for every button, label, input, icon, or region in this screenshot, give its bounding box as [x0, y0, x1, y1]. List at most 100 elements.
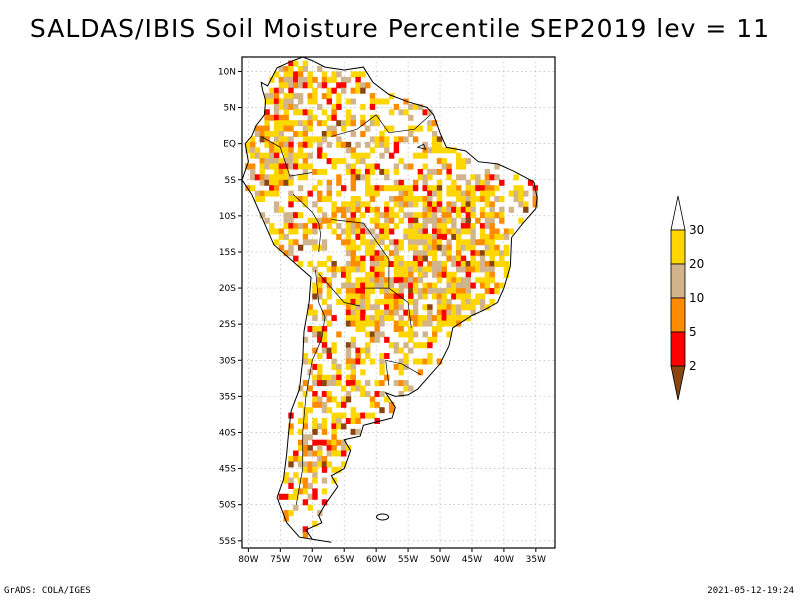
moisture-cell	[369, 228, 376, 235]
moisture-cell	[259, 136, 265, 143]
moisture-cell	[388, 315, 395, 322]
moisture-cell	[494, 233, 500, 240]
moisture-cell	[451, 293, 457, 300]
moisture-cell	[432, 147, 438, 154]
moisture-cell	[403, 228, 409, 235]
moisture-cell	[345, 282, 352, 289]
moisture-cell	[312, 87, 318, 94]
moisture-cell	[422, 304, 428, 311]
moisture-cell	[456, 190, 462, 197]
moisture-cell	[312, 488, 318, 495]
moisture-cell	[432, 239, 438, 246]
moisture-cell	[312, 493, 318, 500]
moisture-cell	[374, 320, 380, 327]
moisture-cell	[341, 266, 347, 273]
moisture-cell	[441, 147, 447, 154]
moisture-cell	[393, 239, 400, 246]
moisture-cell	[288, 136, 294, 143]
moisture-cell	[345, 223, 352, 230]
moisture-cell	[288, 223, 294, 230]
moisture-cell	[412, 342, 419, 349]
moisture-cell	[408, 114, 414, 121]
moisture-cell	[417, 228, 424, 235]
moisture-cell	[384, 136, 390, 143]
moisture-cell	[475, 250, 481, 257]
moisture-cell	[384, 288, 390, 295]
moisture-cell	[278, 233, 285, 240]
moisture-cell	[326, 141, 332, 148]
moisture-cell	[403, 331, 409, 338]
moisture-cell	[355, 244, 361, 251]
moisture-cell	[355, 282, 361, 289]
moisture-cell	[350, 358, 356, 365]
moisture-cell	[355, 223, 361, 230]
moisture-cell	[432, 131, 438, 137]
moisture-cell	[484, 250, 491, 257]
moisture-cell	[302, 418, 309, 424]
moisture-cell	[283, 168, 289, 175]
moisture-cell	[360, 174, 366, 181]
moisture-cell	[398, 380, 404, 387]
chart-title: SALDAS/IBIS Soil Moisture Percentile SEP…	[29, 14, 771, 43]
moisture-cell	[360, 71, 366, 78]
moisture-cell	[460, 288, 467, 295]
moisture-cell	[288, 455, 294, 462]
moisture-cell	[264, 93, 270, 100]
moisture-cell	[441, 244, 447, 251]
moisture-cell	[398, 261, 404, 267]
moisture-cell	[398, 190, 404, 197]
moisture-cell	[350, 163, 356, 170]
moisture-cell	[317, 206, 323, 213]
moisture-cell	[317, 369, 323, 376]
moisture-cell	[465, 179, 471, 186]
moisture-cell	[293, 120, 299, 127]
moisture-cell	[374, 380, 380, 387]
moisture-cell	[250, 152, 256, 159]
moisture-cell	[369, 136, 376, 143]
moisture-cell	[350, 201, 356, 208]
moisture-cell	[245, 141, 251, 148]
moisture-cell	[398, 326, 404, 332]
moisture-cell	[360, 293, 366, 300]
moisture-cell	[288, 66, 294, 72]
moisture-cell	[350, 293, 356, 300]
moisture-cell	[499, 233, 505, 240]
moisture-cell	[350, 71, 356, 78]
moisture-cell	[412, 152, 419, 159]
moisture-cell	[278, 179, 285, 186]
moisture-cell	[278, 493, 285, 500]
moisture-cell	[470, 239, 476, 246]
legend-swatch	[670, 229, 686, 265]
moisture-cell	[336, 136, 342, 143]
moisture-cell	[393, 266, 400, 273]
moisture-cell	[369, 93, 376, 100]
moisture-cell	[484, 223, 491, 230]
moisture-cell	[427, 320, 433, 327]
moisture-cell	[297, 455, 304, 462]
moisture-cell	[417, 250, 424, 257]
moisture-cell	[365, 391, 371, 397]
moisture-cell	[465, 298, 471, 305]
moisture-cell	[341, 206, 347, 213]
moisture-cell	[302, 233, 309, 240]
moisture-cell	[264, 174, 270, 181]
moisture-cell	[384, 315, 390, 322]
moisture-cell	[417, 369, 424, 376]
moisture-cell	[355, 266, 361, 273]
moisture-cell	[307, 434, 313, 441]
moisture-cell	[283, 141, 289, 148]
moisture-cell	[393, 347, 400, 354]
moisture-cell	[326, 76, 332, 83]
tick-label-lat: 55S	[219, 537, 236, 547]
moisture-cell	[259, 179, 265, 186]
moisture-cell	[412, 196, 419, 202]
moisture-cell	[336, 380, 342, 387]
moisture-cell	[475, 266, 481, 273]
moisture-cell	[288, 125, 294, 132]
moisture-cell	[312, 228, 318, 235]
moisture-cell	[451, 309, 457, 316]
moisture-cell	[441, 293, 447, 300]
moisture-cell	[345, 309, 352, 316]
moisture-cell	[398, 109, 404, 116]
moisture-cell	[317, 223, 323, 230]
